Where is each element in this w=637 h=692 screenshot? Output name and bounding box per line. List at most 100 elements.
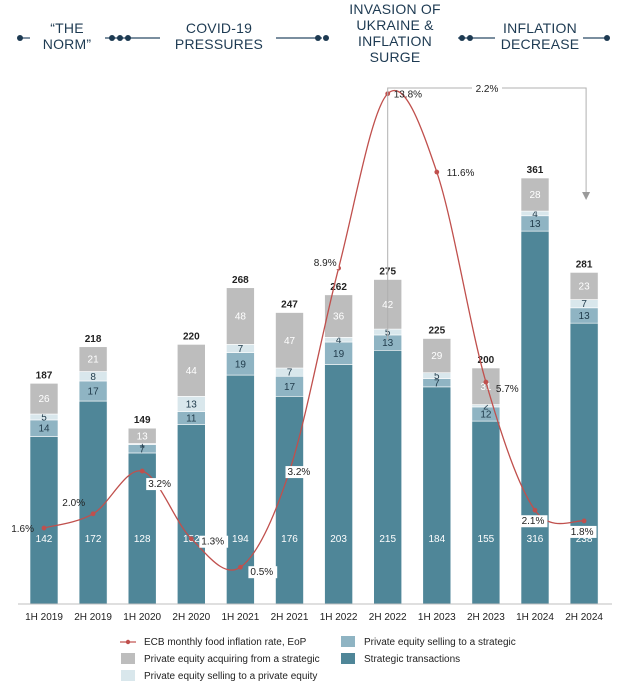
segment-value-label: 194 bbox=[232, 534, 249, 545]
inflation-label-bg bbox=[285, 466, 315, 479]
segment-value-label: 155 bbox=[478, 534, 495, 545]
bar-segment bbox=[520, 230, 550, 605]
bar-total-label: 268 bbox=[232, 275, 249, 286]
inflation-value-label: 0.5% bbox=[250, 567, 273, 578]
bar-segment bbox=[29, 436, 59, 605]
phase-dot-6 bbox=[323, 35, 329, 41]
bar-total-label: 281 bbox=[576, 259, 593, 270]
segment-value-label: 28 bbox=[529, 190, 541, 201]
segment-value-label: 203 bbox=[330, 534, 347, 545]
x-tick-label: 1H 2020 bbox=[123, 612, 161, 623]
segment-value-label: 4 bbox=[532, 209, 538, 220]
bar-group-2h-2019: 172 17 8 21 218 bbox=[78, 334, 108, 605]
phase-dot-4 bbox=[125, 35, 131, 41]
bar-group-2h-2020: 152111344220 bbox=[177, 331, 206, 605]
bar-segment bbox=[127, 427, 157, 444]
segment-value-label: 17 bbox=[88, 387, 100, 398]
legend-label-pe_to_strategic: Private equity selling to a strategic bbox=[364, 637, 516, 648]
inflation-label-bg bbox=[146, 478, 175, 491]
inflation-value-label: 8.9% bbox=[314, 258, 337, 269]
bar-total-label: 225 bbox=[428, 326, 445, 337]
segment-value-label: 7 bbox=[238, 344, 244, 355]
inflation-label-bg bbox=[199, 535, 229, 548]
inflation-point bbox=[41, 525, 47, 531]
segment-value-label: 8 bbox=[90, 372, 96, 383]
bar-total-label: 149 bbox=[134, 415, 151, 426]
phase-dot-1 bbox=[17, 35, 23, 41]
segment-value-label: 47 bbox=[284, 336, 296, 347]
bar-segment bbox=[520, 177, 550, 212]
inflation-value-label: 11.6% bbox=[447, 168, 475, 179]
inflation-point bbox=[483, 379, 489, 385]
inflation-value-label: 1.3% bbox=[201, 537, 224, 548]
inflation-point bbox=[139, 468, 145, 474]
inflation-point bbox=[90, 511, 96, 517]
bar-segment bbox=[569, 322, 599, 605]
x-tick-label: 2H 2019 bbox=[74, 612, 112, 623]
segment-value-label: 7 bbox=[287, 368, 293, 379]
x-tick-label: 2H 2021 bbox=[271, 612, 309, 623]
segment-value-label: 26 bbox=[38, 394, 50, 405]
x-tick-label: 2H 2023 bbox=[467, 612, 505, 623]
bar-segment bbox=[324, 294, 353, 338]
legend-label-inflation: ECB monthly food inflation rate, EoP bbox=[144, 637, 307, 648]
bar-segment bbox=[275, 396, 304, 605]
bar-group-1h-2022: 203 19 4 36 262 bbox=[324, 282, 353, 605]
inflation-point bbox=[581, 518, 587, 524]
inflation-value-label: 5.7% bbox=[496, 384, 519, 395]
bar-segment bbox=[471, 367, 501, 405]
phase-title-2: COVID-19 PRESSURES bbox=[175, 20, 263, 52]
x-tick-label: 2H 2022 bbox=[369, 612, 407, 623]
inflation-value-label: 3.2% bbox=[288, 467, 311, 478]
legend-label-pe_acquiring: Private equity acquiring from a strategi… bbox=[144, 654, 320, 665]
segment-value-label: 11 bbox=[186, 414, 197, 425]
phase-dot-3 bbox=[117, 35, 123, 41]
segment-value-label: 13 bbox=[186, 399, 198, 410]
phase-title-3: INVASION OF UKRAINE & INFLATION SURGE bbox=[349, 1, 440, 65]
segment-value-label: 7 bbox=[434, 378, 440, 389]
segment-value-label: 12 bbox=[480, 410, 492, 421]
inflation-line: 1.6% 2.0% 3.2% 1.3% 0.5% 3.2% 8.9% 13.8% 11.6% 5.… bbox=[11, 81, 597, 579]
segment-value-label: 31 bbox=[480, 382, 492, 393]
segment-value-label: 23 bbox=[579, 281, 591, 292]
bar-segment bbox=[127, 452, 157, 605]
segment-value-label: 184 bbox=[428, 534, 445, 545]
inflation-value-label: 3.2% bbox=[148, 479, 171, 490]
inflation-value-label: 1.8% bbox=[571, 527, 594, 538]
inflation-point bbox=[434, 169, 440, 175]
segment-value-label: 48 bbox=[235, 312, 247, 323]
legend-label-strategic: Strategic transactions bbox=[364, 654, 460, 665]
segment-value-label: 172 bbox=[85, 534, 102, 545]
bar-total-label: 200 bbox=[478, 355, 495, 366]
segment-value-label: 142 bbox=[36, 534, 53, 545]
bar-segment bbox=[78, 400, 108, 605]
bar-segment bbox=[569, 272, 599, 300]
segment-value-label: 5 bbox=[434, 371, 440, 382]
segment-value-label: 2 bbox=[483, 401, 489, 412]
change-arrow-icon bbox=[582, 192, 591, 200]
segment-value-label: 176 bbox=[281, 534, 298, 545]
x-tick-label: 1H 2022 bbox=[320, 612, 358, 623]
segment-value-label: 5 bbox=[41, 412, 47, 423]
inflation-label-bg bbox=[518, 515, 548, 528]
bar-total-label: 218 bbox=[85, 334, 102, 345]
segment-value-label: 128 bbox=[134, 534, 151, 545]
segment-value-label: 14 bbox=[38, 424, 50, 435]
phase-dot-9 bbox=[604, 35, 610, 41]
segment-value-label: 7 bbox=[581, 299, 587, 310]
inflation-point bbox=[238, 564, 243, 570]
x-tick-label: 2H 2024 bbox=[565, 612, 603, 623]
segment-value-label: 13 bbox=[137, 431, 149, 442]
phase-dot-7 bbox=[459, 35, 465, 41]
bar-segment bbox=[275, 312, 304, 369]
segment-value-label: 7 bbox=[139, 444, 145, 455]
inflation-value-label: 1.6% bbox=[11, 524, 34, 535]
change-label-bg bbox=[472, 81, 502, 95]
x-tick-label: 1H 2023 bbox=[418, 612, 456, 623]
segment-value-label: 21 bbox=[88, 355, 100, 366]
bar-segment bbox=[29, 383, 59, 415]
segment-value-label: 19 bbox=[235, 359, 247, 370]
bar-segment bbox=[422, 338, 452, 374]
